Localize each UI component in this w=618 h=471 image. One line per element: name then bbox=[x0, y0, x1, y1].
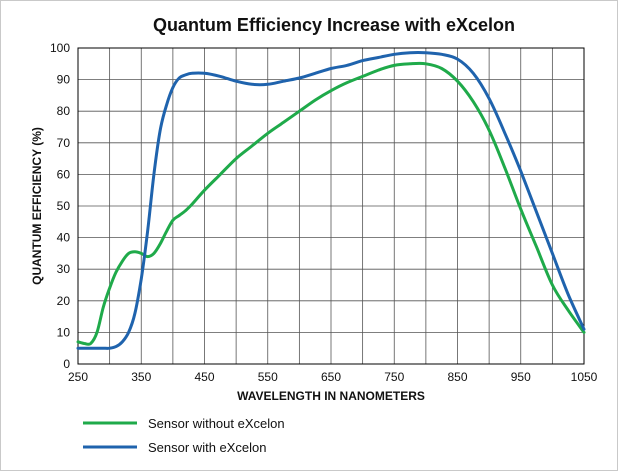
plot-border bbox=[77, 47, 585, 365]
series-layer bbox=[76, 51, 586, 350]
y-tick-label: 50 bbox=[57, 199, 71, 213]
y-tick-label: 60 bbox=[57, 167, 71, 181]
x-tick-label: 750 bbox=[384, 370, 404, 384]
y-tick-label: 40 bbox=[57, 231, 71, 245]
legend-label: Sensor with eXcelon bbox=[148, 440, 267, 455]
legend-label: Sensor without eXcelon bbox=[148, 416, 285, 431]
x-tick-label: 350 bbox=[131, 370, 151, 384]
x-tick-label: 650 bbox=[321, 370, 341, 384]
y-tick-label: 90 bbox=[57, 73, 71, 87]
x-tick-label: 850 bbox=[447, 370, 467, 384]
y-tick-label: 30 bbox=[57, 262, 71, 276]
y-tick-label: 80 bbox=[57, 104, 71, 118]
tick-labels: 250 350 450 550 650 750 850 950 1050 0 10 20 30 40 50 6… bbox=[50, 41, 598, 384]
y-axis-label: QUANTUM EFFICIENCY (%) bbox=[30, 127, 44, 285]
chart-title: Quantum Efficiency Increase with eXcelon bbox=[153, 15, 515, 35]
y-tick-label: 0 bbox=[63, 357, 70, 371]
x-tick-label: 450 bbox=[194, 370, 214, 384]
grid bbox=[77, 47, 585, 365]
series-line-with-excelon bbox=[76, 51, 586, 350]
x-tick-label: 950 bbox=[511, 370, 531, 384]
series-line-without-excelon bbox=[76, 61, 586, 346]
x-tick-label: 1050 bbox=[571, 370, 598, 384]
x-tick-label: 250 bbox=[68, 370, 88, 384]
y-tick-label: 100 bbox=[50, 41, 70, 55]
y-tick-label: 10 bbox=[57, 325, 71, 339]
x-axis-label: WAVELENGTH IN NANOMETERS bbox=[237, 389, 425, 403]
legend: Sensor without eXcelon Sensor with eXcelo… bbox=[83, 416, 285, 455]
y-tick-label: 20 bbox=[57, 294, 71, 308]
x-tick-label: 550 bbox=[258, 370, 278, 384]
y-tick-label: 70 bbox=[57, 136, 71, 150]
